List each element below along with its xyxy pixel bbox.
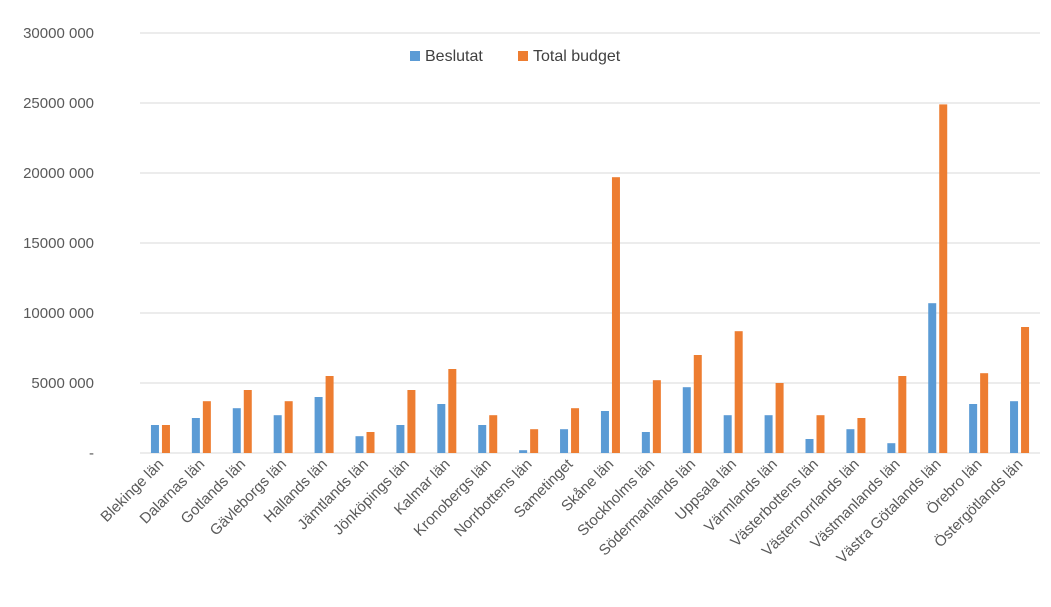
- bar-total-budget: [939, 104, 948, 454]
- y-tick-label: 25000 000: [23, 95, 94, 112]
- bar-beslutat: [764, 415, 773, 453]
- bar-beslutat: [314, 397, 323, 453]
- bar-total-budget: [284, 401, 293, 453]
- bar-beslutat: [887, 443, 896, 453]
- bar-beslutat: [232, 408, 241, 453]
- bar-beslutat: [191, 418, 200, 453]
- bar-beslutat: [355, 436, 364, 453]
- bar-beslutat: [519, 450, 528, 453]
- bar-beslutat: [846, 429, 855, 453]
- y-axis-ticks: - 5000 000 10000 000 15000 000 20000 000 2500…: [23, 25, 94, 462]
- bar-total-budget: [816, 415, 825, 453]
- bar-beslutat: [723, 415, 732, 453]
- y-tick-label: -: [89, 445, 94, 462]
- bar-total-budget: [202, 401, 211, 453]
- bar-beslutat: [928, 303, 937, 453]
- bar-total-budget: [775, 383, 784, 453]
- gridlines: [140, 32, 1040, 454]
- bars: [150, 104, 1030, 454]
- bar-beslutat: [969, 404, 978, 453]
- bar-total-budget: [734, 331, 743, 453]
- legend-label: Total budget: [533, 48, 621, 65]
- bar-total-budget: [693, 355, 702, 453]
- y-tick-label: 30000 000: [23, 25, 94, 42]
- bar-beslutat: [396, 425, 405, 453]
- bar-beslutat: [805, 439, 814, 453]
- bar-beslutat: [437, 404, 446, 453]
- bar-total-budget: [325, 376, 334, 453]
- legend: Beslutat Total budget: [410, 48, 621, 65]
- bar-total-budget: [1021, 327, 1030, 453]
- bar-beslutat: [1010, 401, 1019, 453]
- bar-beslutat: [560, 429, 569, 453]
- bar-total-budget: [448, 369, 457, 453]
- bar-total-budget: [530, 429, 539, 453]
- bar-total-budget: [489, 415, 498, 453]
- legend-swatch: [410, 51, 420, 61]
- bar-total-budget: [652, 380, 661, 453]
- bar-beslutat: [150, 425, 159, 453]
- bar-beslutat: [641, 432, 650, 453]
- legend-label: Beslutat: [425, 48, 483, 65]
- bar-total-budget: [571, 408, 580, 453]
- y-tick-label: 20000 000: [23, 165, 94, 182]
- bar-total-budget: [407, 390, 416, 453]
- bar-beslutat: [273, 415, 282, 453]
- bar-total-budget: [611, 177, 620, 453]
- y-tick-label: 15000 000: [23, 235, 94, 252]
- bar-total-budget: [857, 418, 866, 453]
- y-tick-label: 5000 000: [31, 375, 94, 392]
- bar-beslutat: [682, 387, 691, 453]
- bar-total-budget: [243, 390, 252, 453]
- y-tick-label: 10000 000: [23, 305, 94, 322]
- bar-total-budget: [366, 432, 375, 453]
- bar-beslutat: [600, 411, 609, 453]
- bar-total-budget: [898, 376, 907, 453]
- legend-swatch: [518, 51, 528, 61]
- bar-total-budget: [980, 373, 989, 453]
- bar-total-budget: [161, 425, 170, 453]
- bar-beslutat: [478, 425, 487, 453]
